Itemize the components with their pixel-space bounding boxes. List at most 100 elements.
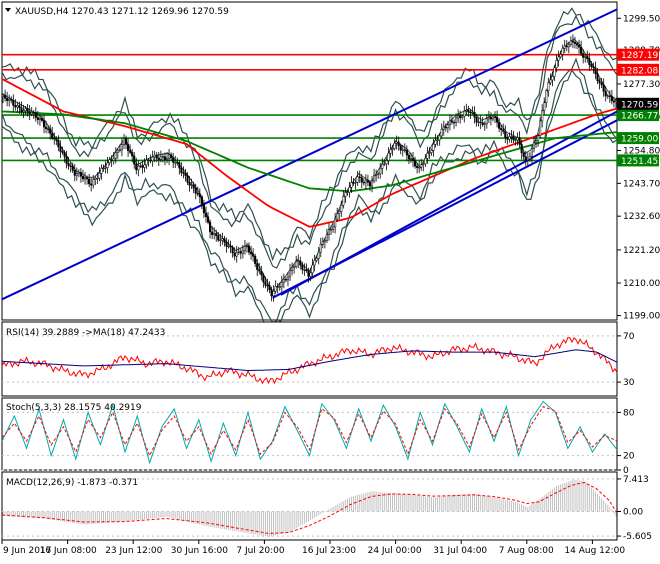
candle-body xyxy=(243,245,246,252)
candle-body xyxy=(110,159,113,161)
candle-body xyxy=(450,120,454,123)
moving-average-red xyxy=(1,78,618,228)
candle-body xyxy=(127,144,130,151)
level-price-tag: 1287.19 xyxy=(621,51,658,61)
candle-body xyxy=(407,154,410,160)
candle-body xyxy=(170,154,173,159)
candle-body xyxy=(200,196,203,206)
y-tick-label: 1199.00 xyxy=(623,312,660,322)
candle-body xyxy=(14,105,17,108)
candle-body xyxy=(147,159,150,162)
candle-body xyxy=(354,182,357,184)
candle-body xyxy=(491,116,495,120)
macd-panel-frame xyxy=(1,471,618,541)
candle-body xyxy=(71,165,74,171)
candle-body xyxy=(8,98,11,102)
y-tick-label: 1232.60 xyxy=(623,212,660,222)
candle-body xyxy=(539,120,542,136)
candle-body xyxy=(448,120,451,125)
candle-body xyxy=(168,154,171,159)
candle-body xyxy=(418,166,421,169)
x-tick-label: 16 Jun 08:00 xyxy=(40,546,97,556)
candle-body xyxy=(241,250,244,254)
candle-body xyxy=(155,154,158,159)
candle-body xyxy=(28,111,31,115)
candle-body xyxy=(500,128,503,130)
candle-body xyxy=(614,100,618,103)
candle-body xyxy=(612,100,615,103)
candle-body xyxy=(92,179,95,186)
candle-body xyxy=(303,269,306,271)
candle-body xyxy=(522,152,525,157)
candle-body xyxy=(549,79,552,84)
candle-body xyxy=(81,175,85,180)
candle-body xyxy=(20,107,23,112)
y-tick-label: 20 xyxy=(623,452,635,462)
candle-body xyxy=(364,180,367,184)
candle-body xyxy=(319,244,322,253)
stoch-signal-line xyxy=(1,405,618,457)
candle-body xyxy=(422,163,425,166)
candle-body xyxy=(592,66,595,69)
candle-body xyxy=(108,159,111,164)
candle-body xyxy=(414,160,417,167)
candle-body xyxy=(172,157,175,163)
candle-body xyxy=(334,218,337,228)
main-price-panel: 1299.501288.701277.301266.101254.801243.… xyxy=(1,1,660,336)
candle-body xyxy=(258,269,261,272)
candle-body xyxy=(135,163,138,171)
candle-body xyxy=(438,135,441,141)
candle-body xyxy=(73,170,76,176)
candle-body xyxy=(483,123,486,125)
candle-body xyxy=(295,261,298,267)
candle-body xyxy=(420,164,423,168)
candle-body xyxy=(202,204,205,214)
level-price-tag: 1259.00 xyxy=(621,135,658,145)
macd-header: MACD(12,26,9) -1.873 -0.371 xyxy=(6,478,138,488)
candle-body xyxy=(161,156,164,158)
candle-body xyxy=(389,149,392,154)
candle-body xyxy=(373,174,376,182)
candle-body xyxy=(256,263,259,270)
candle-body xyxy=(282,279,285,283)
candle-body xyxy=(596,73,599,81)
candle-body xyxy=(436,139,439,141)
candle-body xyxy=(403,149,406,151)
candle-body xyxy=(446,124,449,129)
candle-body xyxy=(594,67,597,74)
macd-signal-line xyxy=(1,481,618,534)
candle-body xyxy=(57,139,60,148)
rsi-header: RSI(14) 39.2889 ->MA(18) 47.2433 xyxy=(6,328,165,338)
dropdown-triangle-icon[interactable] xyxy=(5,8,11,12)
candle-body xyxy=(288,270,292,278)
candle-body xyxy=(38,118,41,120)
candle-body xyxy=(358,176,361,178)
level-price-tag-bg xyxy=(617,63,659,76)
candle-body xyxy=(461,115,464,118)
candle-body xyxy=(120,144,123,151)
candle-body xyxy=(204,212,208,217)
candle-body xyxy=(524,156,527,161)
candle-body xyxy=(239,251,242,254)
candle-body xyxy=(313,260,316,266)
candle-body xyxy=(49,128,52,134)
candle-body xyxy=(545,90,548,103)
candle-body xyxy=(34,112,37,118)
candle-body xyxy=(307,270,310,277)
candle-body xyxy=(278,286,281,288)
candle-body xyxy=(309,272,312,277)
candle-body xyxy=(428,152,431,154)
candle-body xyxy=(559,54,562,58)
candle-body xyxy=(75,173,78,176)
candle-body xyxy=(272,290,275,297)
candle-body xyxy=(297,260,300,262)
candle-body xyxy=(124,138,128,145)
candle-body xyxy=(563,45,566,49)
candle-body xyxy=(479,121,482,123)
candle-body xyxy=(65,156,68,164)
bollinger-lower-band xyxy=(1,57,618,324)
candle-body xyxy=(141,165,144,168)
candle-body xyxy=(229,245,232,248)
